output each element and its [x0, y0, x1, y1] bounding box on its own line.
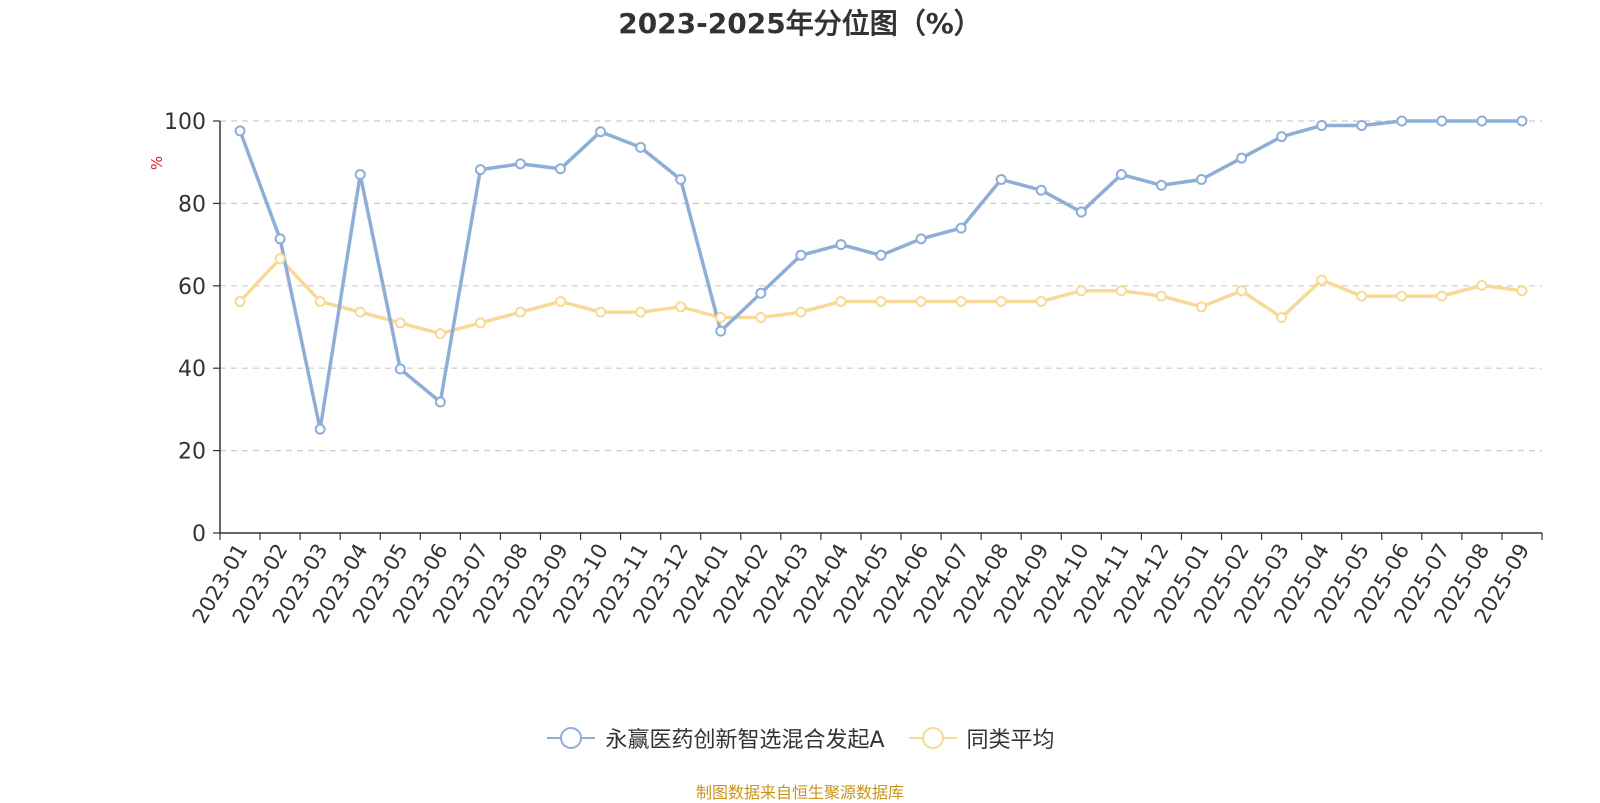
- data-point-series-2: [1516, 285, 1528, 297]
- data-point-series-2: [434, 328, 446, 340]
- data-point-series-2: [1396, 290, 1408, 302]
- data-point-series-2: [274, 253, 286, 265]
- data-point-series-2: [1075, 285, 1087, 297]
- data-point-series-1: [1155, 179, 1167, 191]
- data-point-series-2: [394, 317, 406, 329]
- data-point-series-2: [835, 295, 847, 307]
- data-point-series-1: [234, 125, 246, 137]
- data-point-series-2: [234, 295, 246, 307]
- data-point-series-2: [1436, 290, 1448, 302]
- data-point-series-2: [595, 306, 607, 318]
- data-point-series-1: [434, 396, 446, 408]
- data-point-series-2: [875, 295, 887, 307]
- data-point-series-2: [555, 295, 567, 307]
- data-point-series-2: [1155, 290, 1167, 302]
- data-point-series-1: [1035, 184, 1047, 196]
- data-point-series-2: [474, 317, 486, 329]
- data-point-series-1: [514, 158, 526, 170]
- data-point-series-2: [795, 306, 807, 318]
- data-point-series-1: [555, 163, 567, 175]
- y-axis-label: %: [148, 156, 166, 170]
- data-point-series-1: [875, 249, 887, 261]
- data-point-series-1: [474, 164, 486, 176]
- data-point-series-1: [835, 239, 847, 251]
- data-point-series-2: [635, 306, 647, 318]
- data-point-series-2: [715, 312, 727, 324]
- legend-marker-series-2: [908, 727, 957, 749]
- y-tick-label: 60: [178, 275, 206, 300]
- data-point-series-2: [1356, 290, 1368, 302]
- data-point-series-1: [1316, 120, 1328, 132]
- data-point-series-1: [595, 126, 607, 138]
- data-point-series-1: [1476, 115, 1488, 127]
- data-point-series-1: [1276, 131, 1288, 143]
- data-point-series-1: [995, 174, 1007, 186]
- data-point-series-2: [514, 306, 526, 318]
- data-point-series-1: [635, 141, 647, 153]
- data-point-series-1: [274, 233, 286, 245]
- legend-label-series-1: 永赢医药创新智选混合发起A: [605, 728, 885, 753]
- data-point-series-2: [915, 295, 927, 307]
- data-point-series-1: [675, 174, 687, 186]
- data-point-series-1: [394, 363, 406, 375]
- series-line-1: [238, 119, 1522, 431]
- data-point-series-2: [1035, 295, 1047, 307]
- data-point-series-1: [1236, 152, 1248, 164]
- legend-marker-series-1: [547, 727, 596, 749]
- data-point-series-1: [915, 233, 927, 245]
- data-point-series-1: [1356, 120, 1368, 132]
- data-point-series-1: [755, 287, 767, 299]
- data-point-series-2: [1476, 279, 1488, 291]
- data-point-series-2: [1276, 312, 1288, 324]
- data-source-note: 制图数据来自恒生聚源数据库: [695, 783, 904, 802]
- legend: 永赢医药创新智选混合发起A 同类平均: [0, 722, 1600, 754]
- data-point-series-1: [1436, 115, 1448, 127]
- data-point-series-2: [1316, 274, 1328, 286]
- data-point-series-1: [715, 325, 727, 337]
- y-tick-label: 100: [164, 110, 206, 135]
- chart-title: 2023-2025年分位图（%）: [618, 7, 982, 40]
- data-point-series-2: [1195, 301, 1207, 313]
- y-tick-label: 0: [192, 522, 206, 547]
- data-point-series-1: [795, 249, 807, 261]
- legend-item-series-2[interactable]: 同类平均: [907, 722, 1055, 754]
- data-point-series-1: [1516, 115, 1528, 127]
- data-point-series-2: [354, 306, 366, 318]
- data-point-series-1: [1396, 115, 1408, 127]
- data-point-series-1: [1195, 174, 1207, 186]
- data-point-series-2: [955, 295, 967, 307]
- data-point-series-2: [1115, 285, 1127, 297]
- data-point-series-2: [675, 301, 687, 313]
- legend-label-series-2: 同类平均: [966, 728, 1055, 753]
- data-point-series-1: [354, 169, 366, 181]
- y-tick-label: 40: [178, 357, 206, 382]
- data-point-series-1: [1075, 206, 1087, 218]
- y-tick-label: 20: [178, 440, 206, 465]
- data-point-series-1: [955, 222, 967, 234]
- data-point-series-2: [995, 295, 1007, 307]
- data-point-series-2: [755, 312, 767, 324]
- data-point-series-1: [314, 423, 326, 435]
- data-point-series-2: [1236, 285, 1248, 297]
- legend-item-series-1[interactable]: 永赢医药创新智选混合发起A: [545, 722, 885, 754]
- data-point-series-1: [1115, 169, 1127, 181]
- data-point-series-2: [314, 295, 326, 307]
- y-tick-label: 80: [178, 192, 206, 217]
